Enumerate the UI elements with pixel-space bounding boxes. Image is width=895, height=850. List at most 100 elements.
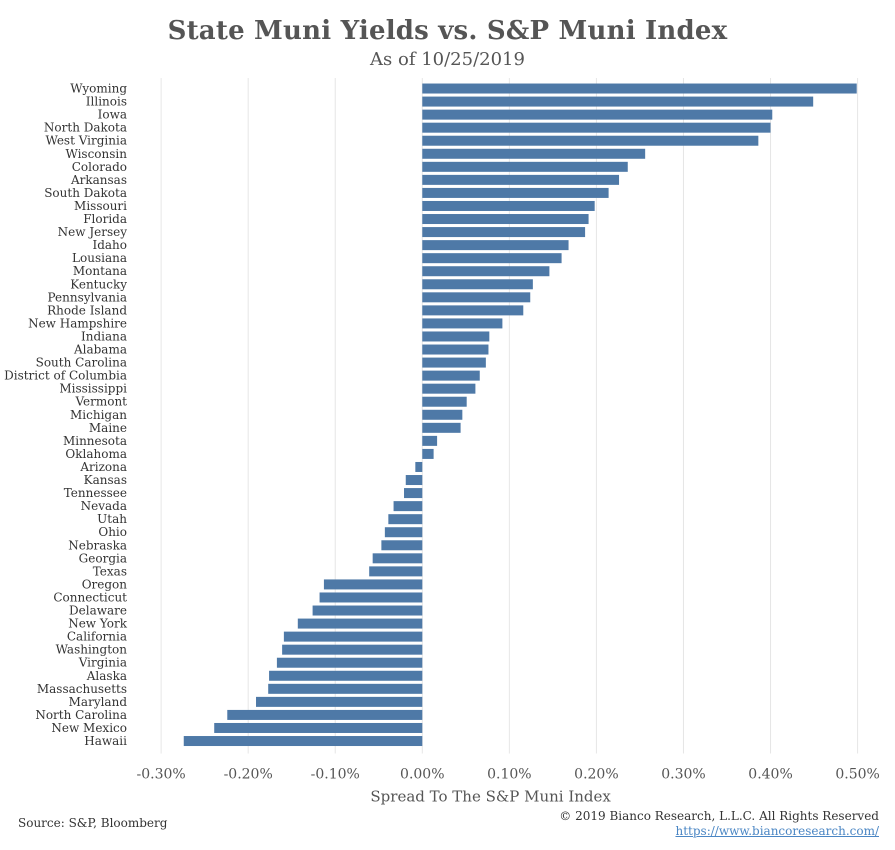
category-label: Utah xyxy=(97,512,127,526)
bar xyxy=(422,253,562,264)
x-axis-title: Spread To The S&P Muni Index xyxy=(370,788,611,806)
category-label: Delaware xyxy=(69,604,127,618)
category-label: Mississippi xyxy=(59,382,127,396)
bar xyxy=(422,227,586,238)
bar xyxy=(422,370,480,381)
bar xyxy=(422,161,628,172)
x-tick-label: -0.10% xyxy=(311,767,360,783)
category-label: Maine xyxy=(89,421,127,435)
category-label: Nevada xyxy=(81,499,127,513)
bar xyxy=(422,135,759,146)
bar xyxy=(422,305,524,316)
category-label: North Dakota xyxy=(44,121,127,135)
bar xyxy=(422,174,620,185)
category-label: Kansas xyxy=(84,473,127,487)
category-label: South Carolina xyxy=(36,356,127,370)
bar xyxy=(269,670,423,681)
website-link[interactable]: https://www.biancoresearch.com/ xyxy=(675,824,879,838)
bar xyxy=(268,683,423,694)
category-label: New Mexico xyxy=(51,721,127,735)
x-tick-label: -0.30% xyxy=(137,767,186,783)
category-label: Oklahoma xyxy=(65,447,127,461)
category-label: Minnesota xyxy=(63,434,127,448)
x-tick-label: 0.30% xyxy=(661,767,705,783)
bar xyxy=(183,736,423,747)
category-label: Pennsylvania xyxy=(47,290,127,304)
bar xyxy=(422,109,773,120)
category-label: Idaho xyxy=(92,238,127,252)
category-label: Wyoming xyxy=(70,82,127,96)
category-label: Illinois xyxy=(86,95,127,109)
bar xyxy=(422,240,569,251)
bar xyxy=(422,357,486,368)
category-label: Arizona xyxy=(79,460,127,474)
bar xyxy=(422,383,476,394)
category-label: Hawaii xyxy=(84,734,127,748)
bar xyxy=(422,83,857,94)
category-label: Missouri xyxy=(74,199,127,213)
bar xyxy=(422,279,533,290)
category-label: Georgia xyxy=(79,551,127,565)
bar xyxy=(297,618,423,629)
bar xyxy=(422,409,463,420)
category-label: Ohio xyxy=(98,525,127,539)
category-label: Massachusetts xyxy=(37,682,127,696)
category-label: Rhode Island xyxy=(47,303,127,317)
category-label: Connecticut xyxy=(53,590,127,604)
category-label: Washington xyxy=(56,643,128,657)
bar xyxy=(422,266,550,277)
category-label: Virginia xyxy=(78,656,127,670)
bar xyxy=(422,200,595,211)
bar xyxy=(422,122,771,133)
bar xyxy=(384,527,423,538)
category-label: Alaska xyxy=(86,669,127,683)
category-label: Michigan xyxy=(70,408,127,422)
category-label: Tennessee xyxy=(64,486,127,500)
x-tick-label: 0.10% xyxy=(487,767,531,783)
category-label: Colorado xyxy=(72,160,127,174)
bar xyxy=(422,422,461,433)
bar xyxy=(404,488,423,499)
bar xyxy=(388,514,423,525)
bar xyxy=(312,605,423,616)
bar xyxy=(422,435,438,446)
category-label: New Jersey xyxy=(58,225,128,239)
bar xyxy=(393,501,423,512)
category-label: District of Columbia xyxy=(4,369,127,383)
bar xyxy=(323,579,423,590)
bar xyxy=(227,709,423,720)
category-label: Indiana xyxy=(81,329,127,343)
category-label: Wisconsin xyxy=(65,147,127,161)
bar xyxy=(256,696,423,707)
category-label: Alabama xyxy=(73,343,127,357)
category-label: North Carolina xyxy=(35,708,127,722)
bar xyxy=(405,475,423,486)
bar xyxy=(422,187,609,198)
x-tick-label: 0.00% xyxy=(400,767,444,783)
category-label: California xyxy=(67,630,127,644)
bar xyxy=(276,657,423,668)
category-label: Nebraska xyxy=(68,538,127,552)
x-tick-label: 0.20% xyxy=(574,767,618,783)
category-label: Texas xyxy=(93,564,127,578)
category-label: Lousiana xyxy=(72,251,127,265)
category-label: Maryland xyxy=(69,695,128,709)
category-label: Vermont xyxy=(74,395,127,409)
bar xyxy=(422,448,434,459)
chart-subtitle: As of 10/25/2019 xyxy=(370,49,525,70)
bar xyxy=(214,722,423,733)
category-label: New Hampshire xyxy=(28,316,127,330)
source-note: Source: S&P, Bloomberg xyxy=(18,816,168,830)
bar xyxy=(422,292,531,303)
bar xyxy=(422,148,646,159)
bar xyxy=(415,461,423,472)
bar xyxy=(282,644,423,655)
copyright-note: © 2019 Bianco Research, L.L.C. All Right… xyxy=(559,809,879,823)
bar xyxy=(369,566,423,577)
x-tick-label: 0.40% xyxy=(748,767,792,783)
category-label: New York xyxy=(68,617,128,631)
x-tick-label: -0.20% xyxy=(224,767,273,783)
bar xyxy=(422,344,489,355)
category-label: Montana xyxy=(73,264,127,278)
